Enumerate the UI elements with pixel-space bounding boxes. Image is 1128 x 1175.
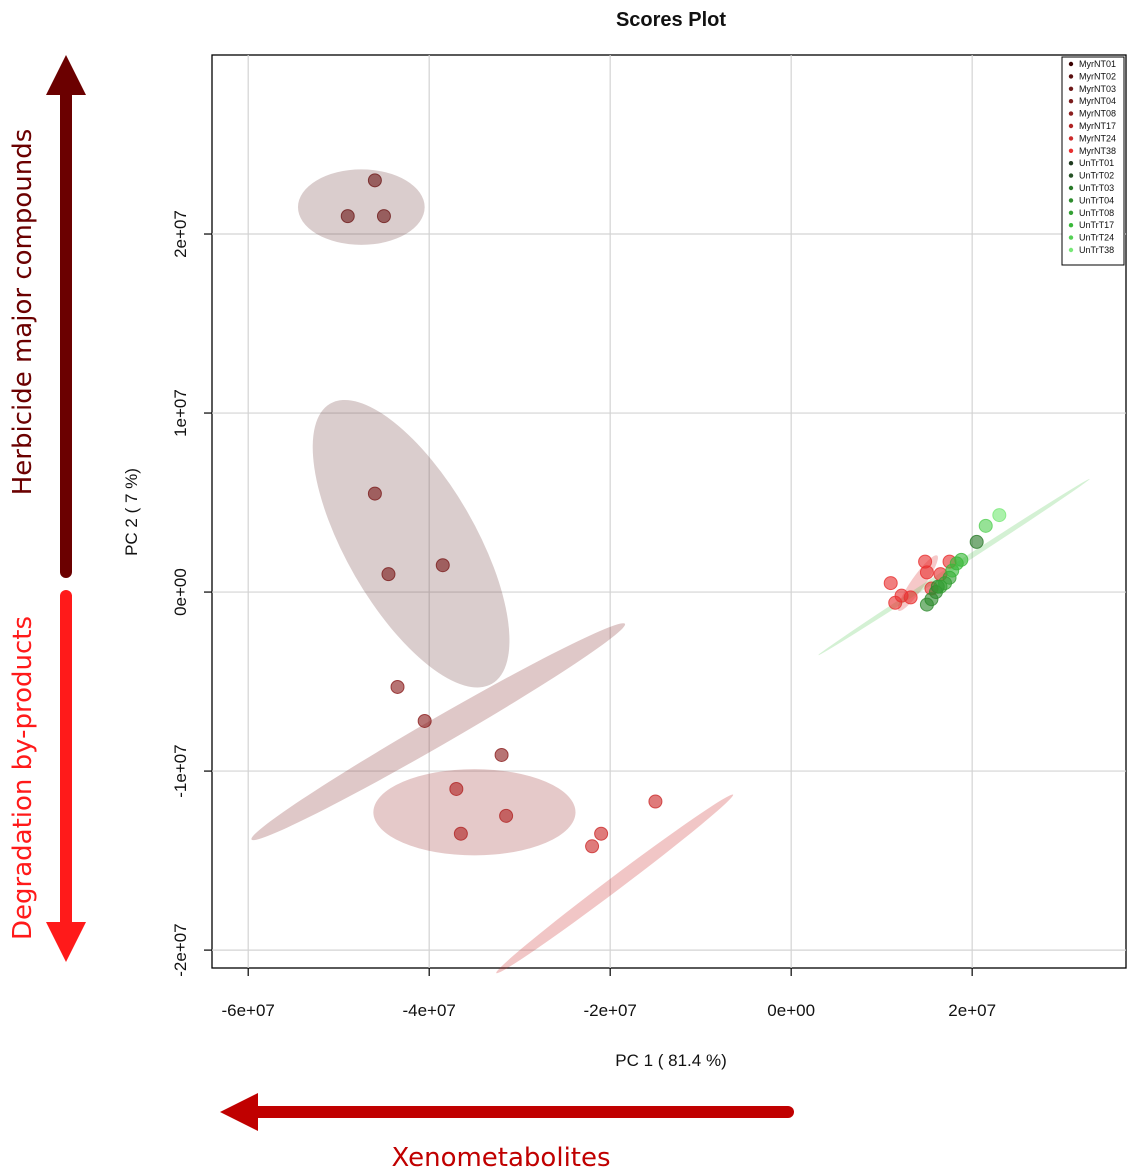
x-tick-label: -4e+07 <box>402 1001 455 1020</box>
x-tick-label: -2e+07 <box>583 1001 636 1020</box>
point-myrnt04 <box>367 486 382 501</box>
point-myrnt38 <box>919 565 934 580</box>
legend-entry: MyrNT01 <box>1079 59 1116 69</box>
y-tick-label: -1e+07 <box>171 744 190 797</box>
y-axis-ticks: -2e+07 -1e+07 0e+00 1e+07 2e+07 <box>171 210 212 977</box>
legend-marker <box>1068 235 1074 240</box>
legend-entry: UnTrT08 <box>1079 208 1114 218</box>
legend-marker <box>1068 86 1074 92</box>
legend-marker <box>1068 136 1074 141</box>
legend-marker <box>1068 123 1074 129</box>
x-axis-ticks: -6e+07 -4e+07 -2e+07 0e+00 2e+07 <box>221 968 996 1020</box>
grid-lines <box>212 55 1126 968</box>
point-untrt38 <box>992 508 1007 523</box>
chart-title: Scores Plot <box>616 9 726 31</box>
herbicide-major-compounds-label: Herbicide major compounds <box>8 129 38 496</box>
point-myrnt04 <box>435 558 450 573</box>
point-myrnt03 <box>376 209 391 224</box>
legend-marker <box>1068 247 1074 253</box>
legend-entry: UnTrT03 <box>1079 183 1114 193</box>
degradation-by-products-label: Degradation by-products <box>8 616 38 940</box>
y-tick-label: 2e+07 <box>171 210 190 258</box>
point-myrnt38 <box>903 590 918 605</box>
legend-entry: UnTrT04 <box>1079 195 1114 205</box>
legend-entry: MyrNT02 <box>1079 71 1116 81</box>
point-myrnt03 <box>340 209 355 224</box>
legend-marker <box>1068 210 1074 215</box>
point-myrnt17 <box>449 781 464 796</box>
point-myrnt04 <box>381 567 396 582</box>
legend-entry: MyrNT24 <box>1079 133 1116 143</box>
ellipse-myrnt17 <box>373 769 576 856</box>
legend-marker <box>1068 148 1074 153</box>
legend-marker <box>1068 198 1074 203</box>
legend-entry: UnTrT24 <box>1079 233 1114 243</box>
legend-marker <box>1068 161 1074 166</box>
point-myrnt24 <box>594 826 609 841</box>
y-axis-label: PC 2 ( 7 %) <box>122 468 141 556</box>
ellipse-myrnt08 <box>251 623 626 841</box>
legend-marker <box>1068 111 1074 116</box>
xenometabolites-label: Xenometabolites <box>391 1143 610 1173</box>
legend-box <box>1061 56 1125 266</box>
x-tick-label: -6e+07 <box>221 1001 274 1020</box>
ellipse-myrnt04 <box>312 399 510 688</box>
legend-marker <box>1068 173 1074 178</box>
up-arrow <box>46 55 86 578</box>
legend-entry: MyrNT08 <box>1079 109 1116 119</box>
point-myrnt08 <box>417 713 432 728</box>
point-myrnt08 <box>390 679 405 694</box>
x-axis-label: PC 1 ( 81.4 %) <box>615 1051 727 1070</box>
legend-marker <box>1068 99 1074 104</box>
ellipse-myrnt03 <box>297 169 425 245</box>
legend-marker <box>1068 74 1074 79</box>
y-tick-label: -2e+07 <box>171 923 190 976</box>
point-myrnt24 <box>648 794 663 809</box>
legend-marker <box>1068 61 1074 67</box>
point-myrnt17 <box>453 826 468 841</box>
plot-frame <box>211 54 1127 969</box>
point-myrnt17 <box>499 808 514 823</box>
y-tick-label: 0e+00 <box>171 568 190 616</box>
point-myrnt03 <box>367 173 382 188</box>
confidence-ellipses <box>251 169 1090 974</box>
down-arrow <box>46 590 86 962</box>
x-tick-label: 0e+00 <box>767 1001 815 1020</box>
legend-marker <box>1068 223 1074 228</box>
point-myrnt38 <box>883 576 898 591</box>
point-myrnt24 <box>585 839 600 854</box>
legend-entry: MyrNT17 <box>1079 121 1116 131</box>
legend-entry: MyrNT04 <box>1079 96 1116 106</box>
point-untrt24 <box>978 518 993 533</box>
point-myrnt08 <box>494 747 509 762</box>
ellipse-myrnt24 <box>496 794 734 974</box>
legend-entry: UnTrT17 <box>1079 220 1114 230</box>
legend-marker <box>1068 185 1074 191</box>
y-tick-label: 1e+07 <box>171 389 190 437</box>
legend-entry: UnTrT02 <box>1079 171 1114 181</box>
left-arrow <box>220 1093 794 1131</box>
legend-entry: MyrNT38 <box>1079 146 1116 156</box>
point-untrt17 <box>954 552 969 567</box>
legend-entry: UnTrT38 <box>1079 245 1114 255</box>
legend: MyrNT01 MyrNT02 MyrNT03 MyrNT04 MyrNT08 MyrNT… <box>1061 56 1125 266</box>
x-tick-label: 2e+07 <box>948 1001 996 1020</box>
legend-entry: UnTrT01 <box>1079 158 1114 168</box>
point-untrt03 <box>969 534 984 549</box>
legend-entry: MyrNT03 <box>1079 84 1116 94</box>
data-points <box>340 173 1007 854</box>
